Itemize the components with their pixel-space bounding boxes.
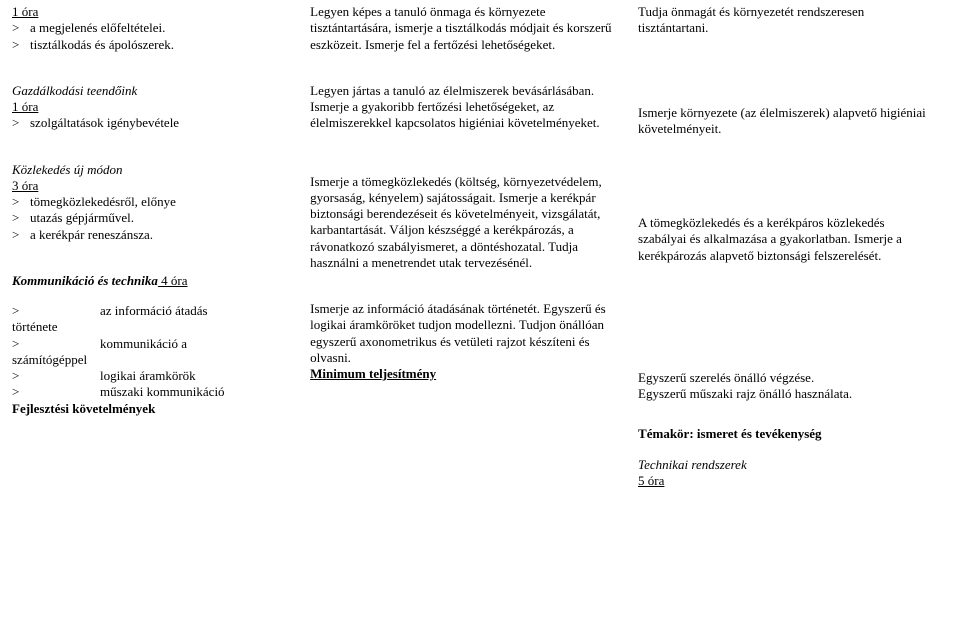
- list-item: > utazás gépjárművel.: [12, 210, 286, 226]
- section-subheading: 1 óra: [12, 99, 286, 115]
- outcome-paragraph: Egyszerű szerelés önálló végzése. Egysze…: [638, 370, 936, 403]
- list-item-text: a megjelenés előfeltételei.: [30, 20, 286, 36]
- bullet-icon: >: [12, 115, 30, 131]
- section-heading: 1 óra: [12, 4, 286, 20]
- list-item: > tömegközlekedésről, előnye: [12, 194, 286, 210]
- subsection-heading: Technikai rendszerek: [638, 457, 936, 473]
- section-subheading: 3 óra: [12, 178, 286, 194]
- section-economy: Gazdálkodási teendőink 1 óra > szolgálta…: [12, 83, 286, 132]
- list-item: > műszaki kommunikáció: [12, 384, 286, 400]
- minimum-performance-label: Minimum teljesítmény: [310, 366, 436, 381]
- item-list: > a megjelenés előfeltételei. > tisztálk…: [12, 20, 286, 53]
- list-item: > tisztálkodás és ápolószerek.: [12, 37, 286, 53]
- section-appearance: 1 óra > a megjelenés előfeltételei. > ti…: [12, 4, 286, 53]
- column-left: 1 óra > a megjelenés előfeltételei. > ti…: [12, 4, 310, 489]
- bullet-icon: >: [12, 20, 30, 36]
- item-list: > szolgáltatások igénybevétele: [12, 115, 286, 131]
- topic-heading: Témakör: ismeret és tevékenység: [638, 426, 936, 442]
- outcome-line: Egyszerű műszaki rajz önálló használata.: [638, 386, 852, 401]
- requirement-paragraph: Ismerje az információ átadásának történe…: [310, 301, 614, 382]
- item-list: > tömegközlekedésről, előnye > utazás gé…: [12, 194, 286, 243]
- list-item-text: kommunikáció aszámítógéppel: [30, 336, 286, 369]
- list-item-text: a kerékpár reneszánsza.: [30, 227, 286, 243]
- outcome-paragraph: Ismerje környezete (az élelmiszerek) ala…: [638, 105, 936, 138]
- list-item: > a megjelenés előfeltételei.: [12, 20, 286, 36]
- bullet-icon: >: [12, 227, 30, 243]
- bullet-icon: >: [12, 210, 30, 226]
- list-item-text: az információ átadástörténete: [30, 303, 286, 336]
- list-item: > kommunikáció aszámítógéppel: [12, 336, 286, 369]
- list-item: > szolgáltatások igénybevétele: [12, 115, 286, 131]
- section-heading-suffix: 4 óra: [158, 273, 188, 288]
- item-list: > az információ átadástörténete > kommun…: [12, 303, 286, 401]
- list-item-text: tisztálkodás és ápolószerek.: [30, 37, 286, 53]
- section-heading: Kommunikáció és technika: [12, 273, 158, 288]
- outcome-line: Egyszerű szerelés önálló végzése.: [638, 370, 814, 385]
- column-center: Legyen képes a tanuló önmaga és környeze…: [310, 4, 638, 489]
- list-item-text: tömegközlekedésről, előnye: [30, 194, 286, 210]
- section-transport: Közlekedés új módon 3 óra > tömegközleke…: [12, 162, 286, 243]
- section-heading: Közlekedés új módon: [12, 162, 286, 178]
- column-right: Tudja önmagát és környezetét rendszerese…: [638, 4, 936, 489]
- section-heading: Gazdálkodási teendőink: [12, 83, 286, 99]
- bullet-icon: >: [12, 384, 30, 400]
- paragraph-text: Ismerje az információ átadásának történe…: [310, 301, 606, 365]
- requirement-paragraph: Legyen jártas a tanuló az élelmiszerek b…: [310, 83, 614, 132]
- outcome-paragraph: Tudja önmagát és környezetét rendszerese…: [638, 4, 936, 37]
- list-item-text: szolgáltatások igénybevétele: [30, 115, 286, 131]
- outcome-paragraph: A tömegközlekedés és a kerékpáros közlek…: [638, 215, 936, 264]
- bullet-icon: >: [12, 37, 30, 53]
- requirement-paragraph: Legyen képes a tanuló önmaga és környeze…: [310, 4, 614, 53]
- page-root: 1 óra > a megjelenés előfeltételei. > ti…: [0, 0, 960, 493]
- list-item-text: utazás gépjárművel.: [30, 210, 286, 226]
- list-item: > az információ átadástörténete: [12, 303, 286, 336]
- list-item-text: logikai áramkörök: [30, 368, 286, 384]
- section-heading-line: Kommunikáció és technika 4 óra: [12, 273, 286, 289]
- list-item-text: műszaki kommunikáció: [30, 384, 286, 400]
- subsection-subheading: 5 óra: [638, 473, 936, 489]
- bullet-icon: >: [12, 368, 30, 384]
- list-item: > a kerékpár reneszánsza.: [12, 227, 286, 243]
- list-item: > logikai áramkörök: [12, 368, 286, 384]
- section-footer: Fejlesztési követelmények: [12, 401, 286, 417]
- requirement-paragraph: Ismerje a tömegközlekedés (költség, körn…: [310, 174, 614, 272]
- section-communication: Kommunikáció és technika 4 óra > az info…: [12, 273, 286, 417]
- bullet-icon: >: [12, 194, 30, 210]
